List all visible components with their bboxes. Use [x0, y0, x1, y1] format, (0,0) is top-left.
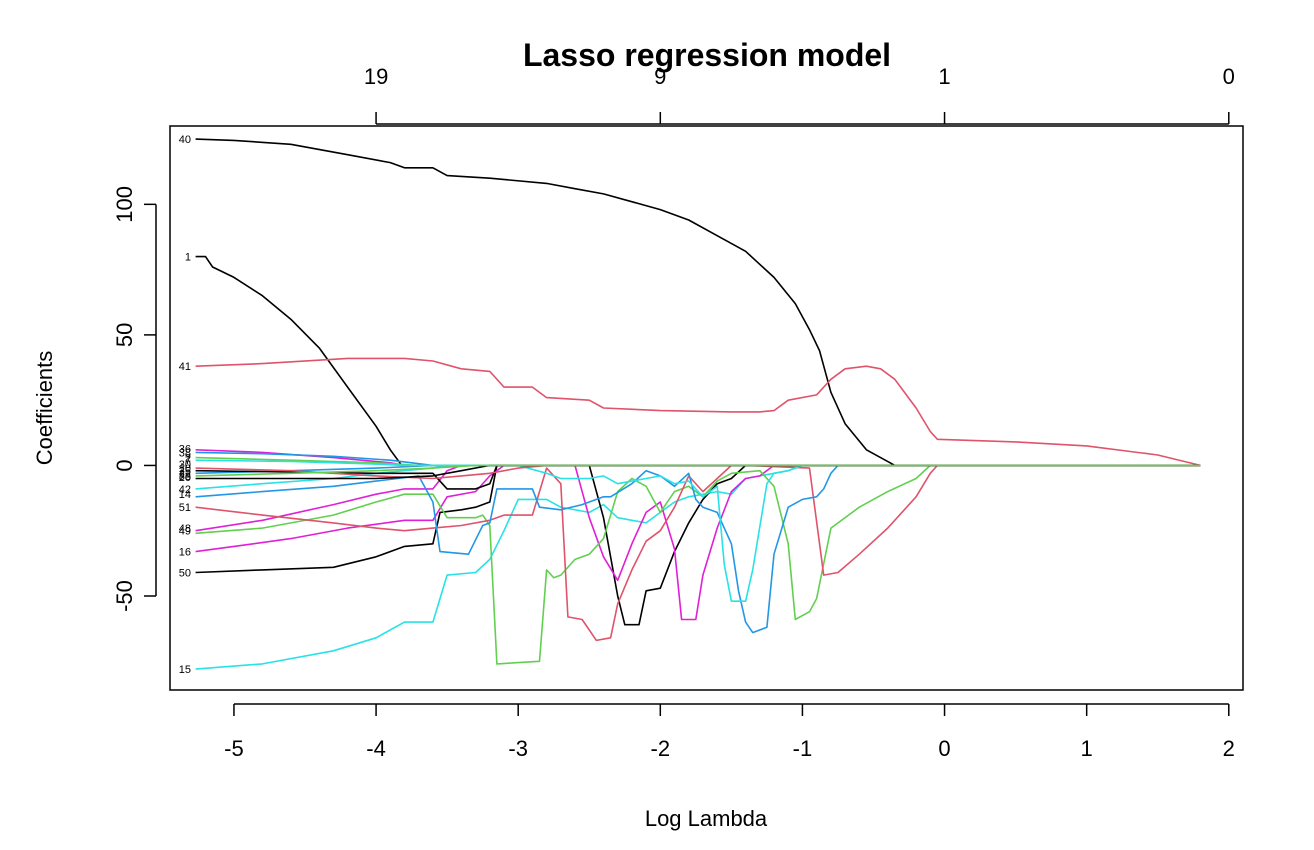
line-label-51: 51	[179, 502, 191, 514]
line-label-10: 10	[179, 463, 191, 475]
series-line-14	[195, 464, 1201, 634]
series-line-50	[195, 464, 1201, 626]
series-line-40	[195, 138, 1201, 467]
series-line-15	[195, 464, 1201, 670]
x-tick-label: -2	[651, 736, 671, 761]
line-label-41: 41	[179, 361, 191, 373]
top-axis: 19 9 1 0	[364, 64, 1235, 125]
x-tick-label: -1	[793, 736, 813, 761]
x-axis-title: Log Lambda	[645, 806, 768, 831]
line-label-16: 16	[179, 547, 191, 559]
line-label-38: 38	[179, 447, 191, 459]
top-tick-label: 19	[364, 64, 388, 89]
x-tick-label: -4	[366, 736, 386, 761]
line-label-48: 48	[179, 523, 191, 535]
y-tick-label: 100	[112, 186, 137, 223]
x-tick-label: 0	[938, 736, 950, 761]
top-tick-label: 9	[654, 64, 666, 89]
series-line-16	[195, 464, 1201, 621]
line-label-42: 42	[179, 484, 191, 496]
line-label-50: 50	[179, 568, 191, 580]
line-label-49: 49	[179, 526, 191, 538]
line-label-7: 7	[185, 455, 191, 467]
line-label-22: 22	[179, 468, 191, 480]
line-label-36: 36	[179, 443, 191, 455]
line-label-1: 1	[185, 252, 191, 264]
line-label-15: 15	[179, 664, 191, 676]
series-line-51	[195, 464, 1201, 642]
y-axis: -50 0 50 100	[112, 186, 157, 612]
series-line-49	[195, 464, 1201, 665]
y-tick-label: 0	[112, 459, 137, 471]
y-tick-label: 50	[112, 323, 137, 347]
x-tick-label: -5	[224, 736, 244, 761]
top-tick-label: 1	[938, 64, 950, 89]
line-label-25: 25	[179, 466, 191, 478]
y-tick-label: -50	[112, 580, 137, 612]
series-line-1	[195, 255, 1201, 467]
x-axis: -5 -4 -3 -2 -1 0 1 2	[224, 703, 1235, 761]
series-line-33	[195, 464, 1201, 477]
series-lines	[195, 138, 1201, 670]
line-label-2: 2	[185, 453, 191, 465]
line-label-30: 30	[179, 459, 191, 471]
x-tick-label: 2	[1223, 736, 1235, 761]
series-line-41	[195, 357, 1201, 467]
series-line-48	[195, 464, 1201, 532]
line-label-14: 14	[179, 489, 191, 501]
x-tick-label: -3	[508, 736, 528, 761]
line-label-20: 20	[179, 472, 191, 484]
chart-title: Lasso regression model	[523, 37, 891, 73]
top-tick-label: 0	[1223, 64, 1235, 89]
line-label-40: 40	[179, 134, 191, 146]
plot-frame	[169, 125, 1244, 691]
line-label-33: 33	[179, 471, 191, 483]
y-axis-title: Coefficients	[32, 351, 57, 466]
x-tick-label: 1	[1081, 736, 1093, 761]
